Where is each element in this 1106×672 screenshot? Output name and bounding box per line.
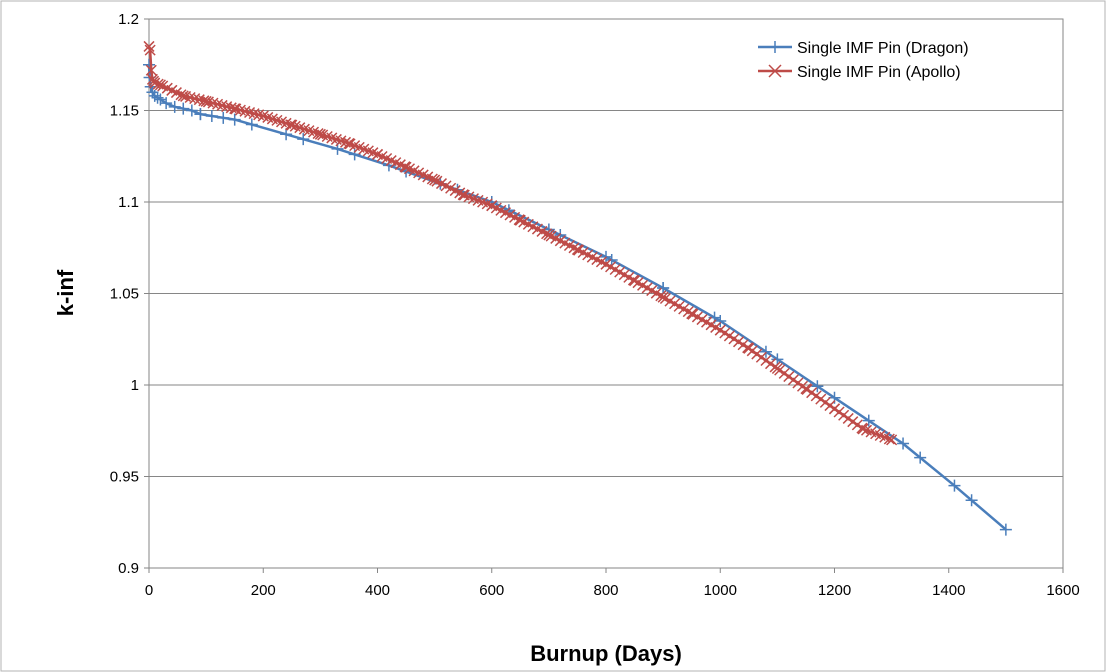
data-point <box>897 437 910 450</box>
data-point <box>280 128 293 141</box>
y-tick-label: 0.95 <box>110 469 139 486</box>
gridlines <box>149 110 1063 477</box>
y-tick-label: 1.05 <box>110 286 139 303</box>
data-point <box>842 412 854 424</box>
data-point <box>801 383 813 395</box>
data-point <box>605 254 618 267</box>
data-point <box>151 91 164 104</box>
x-tick-label: 0 <box>145 582 153 599</box>
data-point <box>824 400 836 412</box>
data-point <box>348 148 361 161</box>
data-point <box>245 118 258 131</box>
data-point <box>771 353 784 366</box>
data-point <box>787 374 799 386</box>
data-point <box>769 41 781 53</box>
data-point <box>760 354 772 367</box>
data-point <box>948 479 961 492</box>
legend-label: Single IMF Pin (Dragon) <box>797 40 969 57</box>
data-point <box>205 109 218 122</box>
data-point <box>806 387 818 399</box>
data-point <box>851 419 863 431</box>
data-point <box>914 451 927 464</box>
y-tick-label: 0.9 <box>118 560 139 577</box>
x-tick-label: 400 <box>365 582 390 599</box>
data-point <box>185 104 198 117</box>
y-tick-label: 1.15 <box>110 103 139 120</box>
data-point <box>769 361 781 373</box>
data-point <box>228 113 241 126</box>
legend-label: Single IMF Pin (Apollo) <box>797 64 961 81</box>
x-axis-title: Burnup (Days) <box>530 641 682 666</box>
data-point <box>657 282 670 295</box>
data-point <box>154 79 166 91</box>
x-tick-label: 1400 <box>932 582 965 599</box>
y-axis-ticks: 0.9 0.95 1 1.05 1.1 1.15 1.2 <box>110 11 149 577</box>
data-point <box>429 174 441 186</box>
data-point <box>168 100 181 113</box>
x-tick-label: 800 <box>593 582 618 599</box>
data-point <box>314 128 326 140</box>
data-point <box>796 380 809 392</box>
data-point <box>862 414 875 427</box>
data-point <box>810 390 822 402</box>
x-tick-label: 600 <box>479 582 504 599</box>
series-layer <box>143 40 1012 536</box>
y-tick-label: 1.2 <box>118 11 139 28</box>
legend-item: Single IMF Pin (Apollo) <box>758 64 961 81</box>
data-point <box>759 345 772 358</box>
data-point <box>177 102 190 115</box>
data-point <box>886 434 898 446</box>
data-point <box>144 44 156 56</box>
data-point <box>783 371 795 383</box>
data-point <box>764 358 777 370</box>
data-point <box>160 97 173 110</box>
data-point <box>768 64 782 78</box>
data-point <box>883 433 895 445</box>
data-point <box>143 40 155 52</box>
data-point <box>774 364 786 376</box>
data-point <box>792 377 804 389</box>
data-point <box>543 229 555 241</box>
data-point <box>811 380 824 393</box>
legend-item: Single IMF Pin (Dragon) <box>758 40 969 57</box>
data-point <box>815 393 827 405</box>
data-point <box>828 403 841 415</box>
data-point <box>145 64 157 76</box>
data-point <box>177 90 189 102</box>
data-point <box>965 494 978 507</box>
data-point <box>200 95 212 107</box>
series-markers <box>143 40 898 446</box>
data-point <box>847 416 859 428</box>
y-tick-label: 1 <box>131 377 139 394</box>
y-tick-label: 1.1 <box>118 194 139 211</box>
data-point <box>297 133 310 146</box>
data-point <box>778 367 790 379</box>
x-tick-label: 1200 <box>818 582 851 599</box>
legend: Single IMF Pin (Dragon) Single IMF Pin (A… <box>758 40 969 81</box>
x-tick-label: 200 <box>251 582 276 599</box>
x-axis-ticks: 0 200 400 600 800 1000 1200 1400 1600 <box>145 568 1080 599</box>
data-point <box>755 351 767 363</box>
data-point <box>999 523 1012 536</box>
data-point <box>217 111 230 124</box>
data-point <box>819 396 831 408</box>
series-apollo <box>143 40 898 446</box>
x-tick-label: 1000 <box>704 582 737 599</box>
y-axis-title: k-inf <box>53 269 78 316</box>
x-tick-label: 1600 <box>1046 582 1079 599</box>
data-point <box>833 406 845 418</box>
data-point <box>751 348 763 360</box>
data-point <box>194 108 207 121</box>
data-point <box>746 345 758 357</box>
data-point <box>838 409 850 421</box>
